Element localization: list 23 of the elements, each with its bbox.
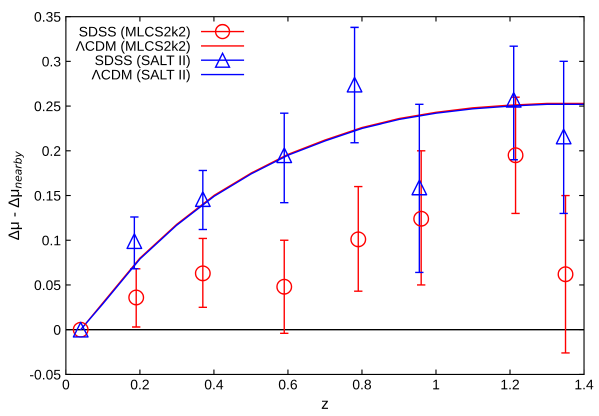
x-tick-label: 0.6 [278,380,297,390]
y-tick-label: 0.05 [34,280,60,290]
x-tick-label: 1 [433,380,440,390]
y-tick-label: -0.05 [30,370,60,380]
x-tick-label: 1.2 [501,380,519,390]
legend-label: SDSS (MLCS2k2) [79,26,190,40]
x-axis-title: z [322,400,328,409]
x-tick-label: 0.2 [130,380,149,390]
y-axis-title: Δμ - Δμ$_{nearby}$ [8,151,24,240]
y-tick-label: 0.35 [34,12,60,22]
y-tick-label: 0.3 [42,56,60,67]
x-tick-label: 0 [62,380,70,390]
y-tick-label: 0.1 [42,236,60,246]
y-tick-label: 0.15 [34,190,60,201]
legend-label: SDSS (SALT II) [95,55,190,68]
legend-label: ΛCDM (MLCS2k2) [76,40,190,54]
y-tick-label: 0.2 [42,146,60,156]
y-tick-label: 0 [54,325,60,335]
legend-label: ΛCDM (SALT II) [92,69,190,82]
x-tick-label: 0.8 [352,380,372,390]
x-tick-label: 1.4 [575,380,594,390]
y-tick-label: 0.25 [34,101,60,112]
x-tick-label: 0.4 [204,380,224,390]
